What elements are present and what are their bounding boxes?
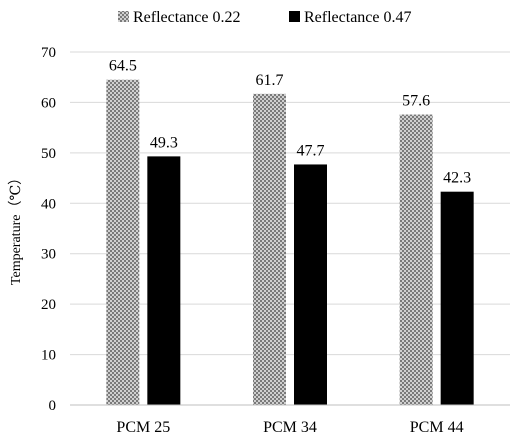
bar <box>294 164 327 405</box>
y-tick-label: 20 <box>41 297 56 313</box>
y-tick-label: 0 <box>49 398 57 414</box>
y-tick-label: 60 <box>41 95 56 111</box>
x-tick-label: PCM 44 <box>410 419 464 436</box>
bars <box>106 79 474 405</box>
x-tick-label: PCM 25 <box>116 419 170 436</box>
y-axis-ticks: 0 10 20 30 40 50 60 70 <box>41 45 56 414</box>
y-tick-label: 30 <box>41 247 56 263</box>
gridlines <box>70 51 510 356</box>
y-axis-label: Temperature（℃） <box>8 171 24 285</box>
bar <box>253 93 286 405</box>
bar <box>399 114 433 405</box>
legend-swatch <box>118 11 129 22</box>
y-tick-label: 40 <box>41 196 56 212</box>
data-label: 49.3 <box>150 134 178 151</box>
bar <box>440 191 474 405</box>
x-tick-label: PCM 34 <box>263 419 317 436</box>
data-label: 47.7 <box>297 142 325 159</box>
x-axis-ticks: PCM 25 PCM 34 PCM 44 <box>116 419 463 436</box>
y-tick-label: 50 <box>41 146 56 162</box>
bar <box>106 79 140 405</box>
data-label: 42.3 <box>443 170 471 187</box>
data-labels: 64.5 49.3 61.7 47.7 57.6 42.3 <box>109 58 471 187</box>
legend-label: Reflectance 0.47 <box>304 9 412 26</box>
data-label: 64.5 <box>109 58 137 75</box>
y-tick-label: 10 <box>41 348 56 364</box>
data-label: 61.7 <box>256 72 284 89</box>
y-tick-label: 70 <box>41 45 56 61</box>
legend-swatch <box>289 11 300 22</box>
legend: Reflectance 0.22 Reflectance 0.47 <box>118 9 412 26</box>
data-label: 57.6 <box>402 93 430 110</box>
legend-label: Reflectance 0.22 <box>133 9 241 26</box>
bar <box>147 156 181 405</box>
